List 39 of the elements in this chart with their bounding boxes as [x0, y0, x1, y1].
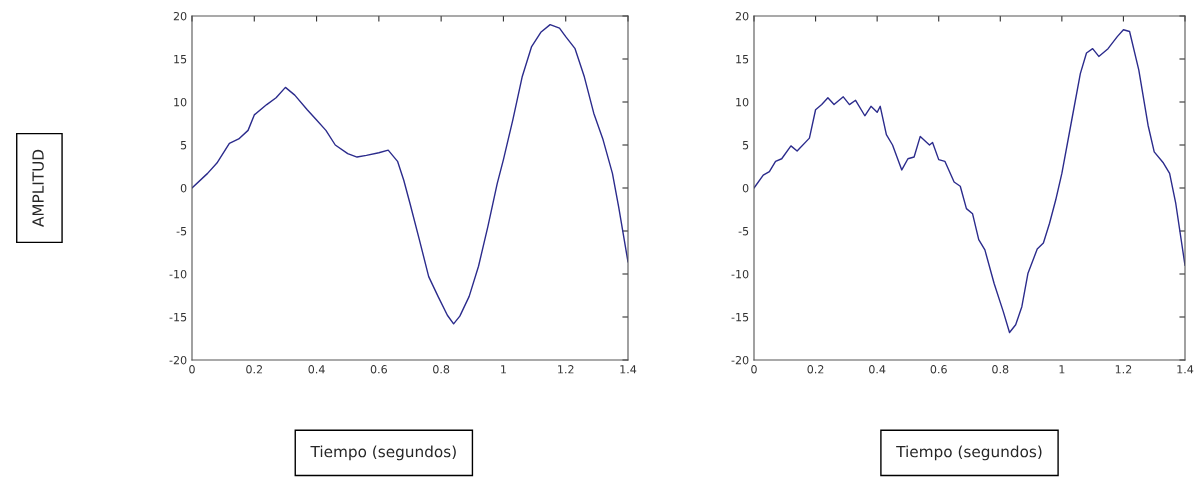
- x-axis-title: Tiempo (segundos): [896, 445, 1042, 461]
- y-tick-label: 0: [742, 183, 749, 193]
- x-tick-label: 1.2: [1115, 365, 1132, 374]
- x-tick-label: 0.4: [869, 365, 886, 374]
- line-series: [192, 23, 628, 325]
- x-tick-label: 0.6: [370, 365, 387, 374]
- y-tick-label: 5: [180, 141, 187, 150]
- x-tick-label: 0.8: [433, 365, 450, 374]
- x-tick-label: 0: [189, 365, 195, 374]
- y-tick-label: 15: [736, 55, 749, 64]
- y-tick-label: -20: [731, 355, 749, 365]
- y-tick-label: -20: [169, 355, 187, 365]
- x-tick-label: 1: [1059, 365, 1065, 374]
- y-tick-label: 0: [180, 183, 187, 193]
- x-tick-label: 0: [751, 365, 757, 374]
- y-tick-label: 10: [174, 97, 187, 107]
- line-series: [754, 29, 1185, 334]
- y-tick-label: 5: [742, 141, 749, 150]
- y-tick-label: 20: [735, 11, 749, 21]
- x-tick-label: 0.6: [930, 365, 947, 374]
- x-tick-label: 0.2: [246, 365, 263, 374]
- y-tick-label: -15: [731, 313, 749, 322]
- y-tick-label: 20: [173, 11, 187, 21]
- x-axis-title: Tiempo (segundos): [310, 445, 456, 461]
- y-tick-label: 10: [736, 97, 749, 107]
- x-tick-label: 1: [501, 365, 506, 374]
- x-tick-label: 0.8: [992, 365, 1009, 374]
- y-tick-label: -5: [176, 227, 187, 236]
- y-tick-label: -15: [169, 313, 187, 322]
- x-tick-label: 1.4: [620, 365, 637, 374]
- x-tick-label: 0.4: [308, 365, 325, 374]
- x-tick-label: 1.2: [558, 365, 574, 374]
- y-tick-label: -5: [738, 227, 749, 236]
- y-tick-label: -10: [169, 269, 187, 279]
- y-tick-label: -10: [731, 269, 749, 279]
- y-tick-label: 15: [174, 55, 187, 64]
- x-tick-label: 1.4: [1177, 365, 1194, 374]
- x-tick-label: 0.2: [807, 365, 824, 374]
- y-axis-title: AMPLITUD: [32, 149, 44, 227]
